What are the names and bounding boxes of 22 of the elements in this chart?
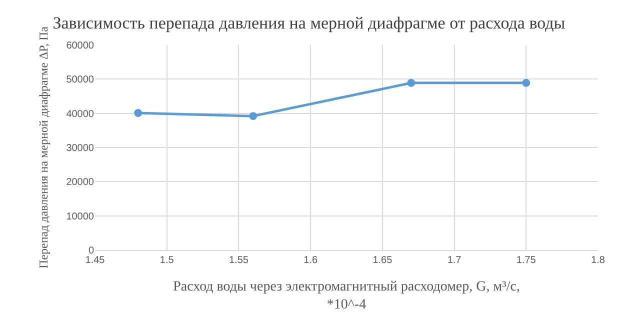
point	[134, 108, 142, 117]
x-tick-label: 1.65	[372, 255, 393, 266]
x-tick-label: 1.45	[85, 255, 106, 266]
x-tick-label: 1.5	[160, 255, 174, 266]
x-tick-label: 1.55	[228, 255, 249, 266]
x-tick-label: 1.75	[516, 255, 536, 266]
y-tick-label: 0	[88, 246, 94, 256]
point	[407, 78, 416, 87]
chart-title: Зависимость перепада давления на мерной диафрагме от расхода воды	[52, 13, 566, 32]
y-tick-label: 30000	[66, 143, 94, 154]
x-tick-label: 1.8	[591, 255, 606, 266]
x-axis-title: Расход воды через электромагнитный расходомер, G, м³/с, *10^-4	[173, 279, 520, 312]
y-tick-label: 50000	[66, 74, 94, 86]
point	[249, 112, 258, 120]
x-tick-label: 1.6	[304, 255, 318, 266]
y-axis-title: Перепад давления на мерной диафрагме ΔP, Па	[36, 26, 50, 268]
x-tick-label: 1.7	[447, 255, 462, 266]
y-tick-label: 10000	[66, 211, 94, 222]
y-tick-label: 20000	[66, 177, 94, 188]
y-tick-label: 60000	[66, 40, 94, 52]
point	[522, 78, 530, 87]
y-tick-label: 40000	[66, 108, 94, 120]
